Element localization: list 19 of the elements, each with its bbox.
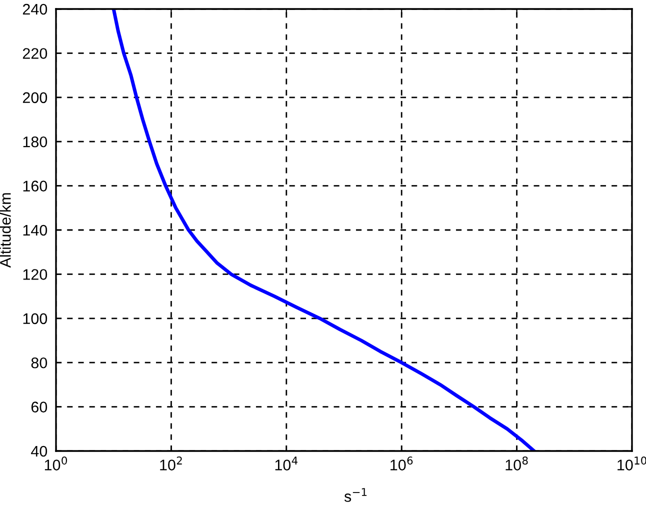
y-tick-label: 160 (23, 180, 48, 192)
x-axis-title: s$^{−1}$ (344, 488, 367, 502)
y-tick-label: 240 (22, 4, 48, 15)
y-tick-label: 60 (31, 402, 48, 412)
x-tick-label: 10$^{10}$ (618, 456, 646, 470)
y-tick-label: 120 (23, 269, 48, 280)
x-tick-label: 10$^{4}$ (275, 456, 298, 470)
x-tick-label: 10$^{8}$ (506, 456, 528, 470)
y-axis-title: Altitude/km (0, 193, 11, 268)
y-tick-label: 200 (22, 92, 48, 104)
y-tick-label: 220 (22, 48, 48, 59)
y-tick-label: 140 (23, 224, 48, 236)
y-tick-label: 180 (23, 136, 48, 148)
x-tick-label: 10$^{6}$ (390, 456, 413, 470)
y-tick-label: 100 (23, 313, 48, 324)
y-tick-label: 80 (31, 357, 48, 368)
y-tick-label: 40 (31, 446, 48, 457)
x-tick-label: 10$^{2}$ (160, 456, 182, 470)
x-tick-label: 10$^{0}$ (44, 456, 68, 470)
